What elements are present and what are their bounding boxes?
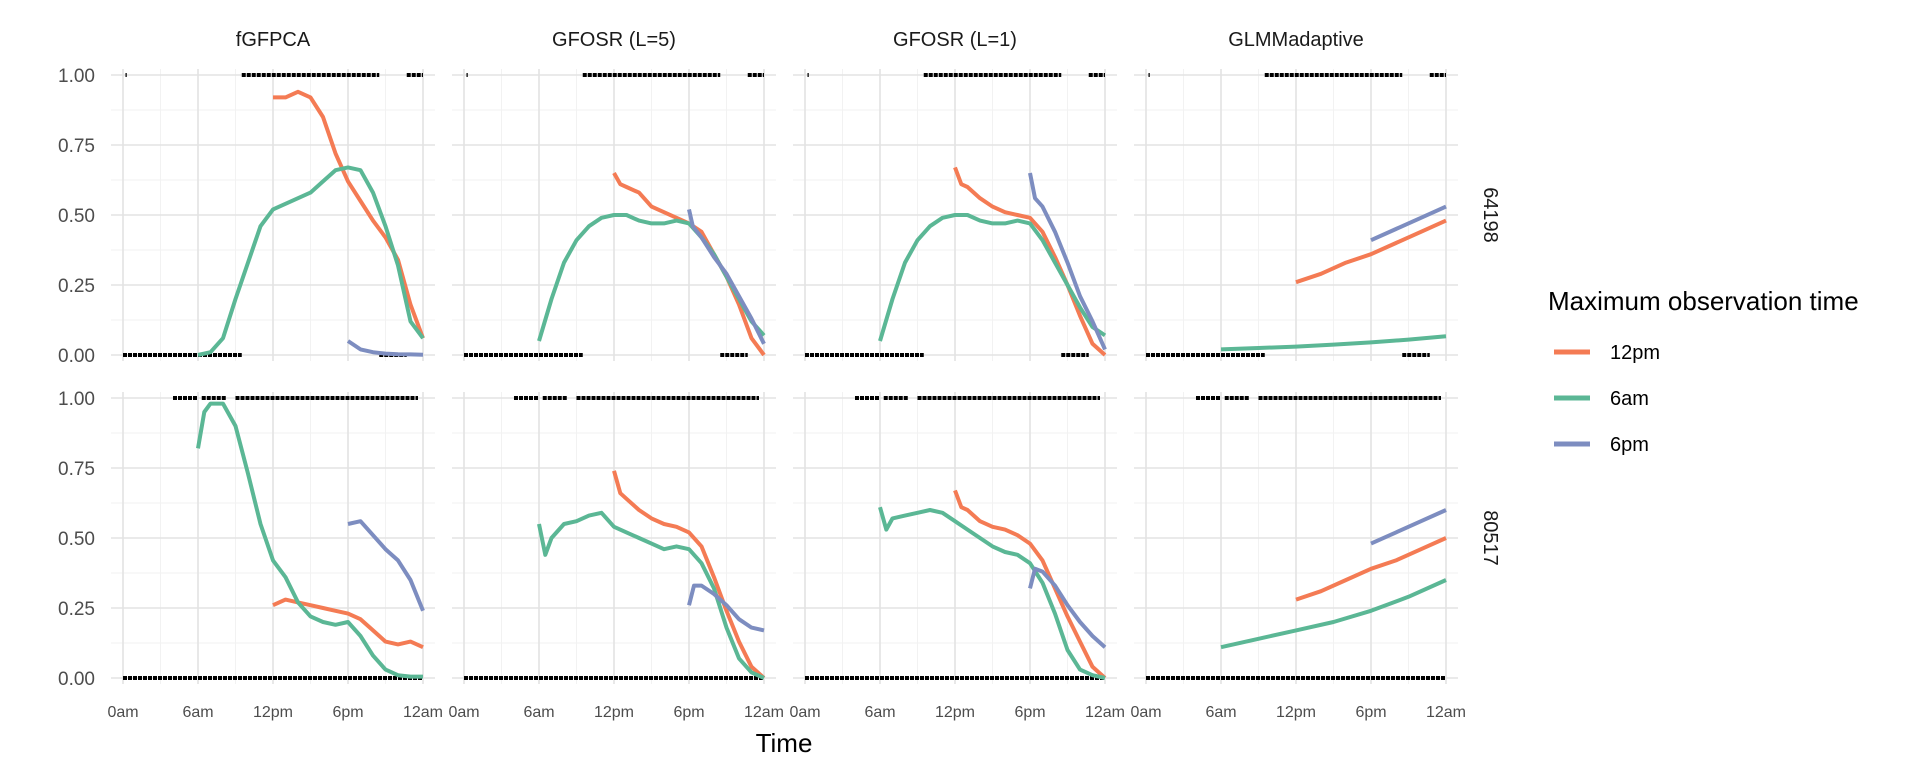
x-tick-label: 12pm bbox=[253, 704, 293, 721]
facet-column-label: GFOSR (L=5) bbox=[552, 29, 676, 51]
facet-row-label: 64198 bbox=[1479, 187, 1501, 243]
y-tick-label: 0.50 bbox=[58, 206, 95, 227]
series-line-12pm bbox=[612, 470, 766, 680]
series-line-6pm bbox=[1028, 172, 1107, 351]
series-line-6am bbox=[878, 213, 1107, 342]
legend-title: Maximum observation time bbox=[1548, 286, 1859, 316]
x-tick-label: 6pm bbox=[1355, 704, 1386, 721]
legend: Maximum observation time 12pm 6am 6pm bbox=[1548, 286, 1859, 456]
series-line-6am bbox=[197, 165, 425, 357]
panel-80517-1: 0am 6am 12pm 6pm 12am bbox=[448, 392, 784, 721]
x-tick-label: 12am bbox=[1085, 704, 1125, 721]
series-line-6pm bbox=[1370, 508, 1447, 546]
series-line-6am bbox=[878, 506, 1106, 680]
x-tick-label: 12pm bbox=[1276, 704, 1316, 721]
series-line-12pm bbox=[953, 489, 1107, 680]
y-tick-label: 0.25 bbox=[58, 276, 95, 297]
facet-column-label: fGFPCA bbox=[236, 29, 311, 51]
y-tick-label: 0.25 bbox=[58, 599, 95, 620]
y-tick-label: 1.00 bbox=[58, 66, 95, 87]
panel-64198-1: GFOSR (L=5) bbox=[452, 29, 776, 361]
x-tick-label: 12pm bbox=[935, 704, 975, 721]
series-line-6am bbox=[1220, 334, 1447, 352]
x-tick-label: 12pm bbox=[594, 704, 634, 721]
x-tick-label: 6pm bbox=[1014, 704, 1045, 721]
panel-80517-2: 0am 6am 12pm 6pm 12am bbox=[789, 392, 1125, 721]
legend-label-6pm: 6pm bbox=[1610, 434, 1649, 456]
series-line-6am bbox=[196, 401, 423, 679]
panels-layer: 0.00 0.25 0.50 0.75 1.00 fGFPCA GFOSR (L=5) GFO… bbox=[58, 29, 1501, 721]
facet-column-label: GFOSR (L=1) bbox=[893, 29, 1017, 51]
series-line-6pm bbox=[687, 583, 765, 633]
x-tick-label: 6pm bbox=[673, 704, 704, 721]
series-line-6pm bbox=[1028, 566, 1107, 649]
panel-64198-2: GFOSR (L=1) bbox=[793, 29, 1117, 361]
legend-label-6am: 6am bbox=[1610, 388, 1649, 410]
x-tick-label: 6pm bbox=[332, 704, 363, 721]
y-tick-label: 0.00 bbox=[58, 669, 95, 690]
x-tick-label: 12am bbox=[403, 704, 443, 721]
series-line-6pm bbox=[1370, 204, 1447, 243]
series-line-6am bbox=[537, 510, 765, 680]
y-tick-label: 0.50 bbox=[58, 529, 95, 550]
y-tick-label: 0.75 bbox=[58, 136, 95, 157]
facet-column-label: GLMMadaptive bbox=[1228, 29, 1364, 51]
legend-label-12pm: 12pm bbox=[1610, 342, 1660, 364]
series-line-12pm bbox=[1295, 218, 1447, 285]
series-line-6pm bbox=[347, 519, 425, 612]
x-axis-title: Time bbox=[756, 728, 813, 758]
y-tick-label: 0.00 bbox=[58, 346, 95, 367]
x-tick-label: 6am bbox=[523, 704, 554, 721]
x-tick-label: 0am bbox=[1130, 704, 1161, 721]
x-tick-label: 6am bbox=[864, 704, 895, 721]
series-line-6am bbox=[1220, 578, 1447, 650]
panel-80517-0: 0.00 0.25 0.50 0.75 1.00 0am 6am 12pm 6pm 12am bbox=[58, 389, 443, 721]
facet-row-label: 80517 bbox=[1479, 510, 1501, 566]
series-line-6pm bbox=[346, 339, 424, 357]
y-tick-label: 0.75 bbox=[58, 459, 95, 480]
panel-64198-3: GLMMadaptive 64198 bbox=[1134, 29, 1501, 361]
x-tick-label: 0am bbox=[448, 704, 479, 721]
x-tick-label: 6am bbox=[1205, 704, 1236, 721]
x-tick-label: 12am bbox=[744, 704, 784, 721]
x-tick-label: 6am bbox=[182, 704, 213, 721]
series-line-12pm bbox=[953, 166, 1107, 357]
series-line-12pm bbox=[1295, 536, 1447, 602]
y-tick-label: 1.00 bbox=[58, 389, 95, 410]
x-tick-label: 12am bbox=[1426, 704, 1466, 721]
panel-80517-3: 0am 6am 12pm 6pm 12am 80517 bbox=[1130, 392, 1501, 721]
x-tick-label: 0am bbox=[107, 704, 138, 721]
series-line-6pm bbox=[687, 208, 766, 345]
x-tick-label: 0am bbox=[789, 704, 820, 721]
panel-64198-0: 0.00 0.25 0.50 0.75 1.00 fGFPCA bbox=[58, 29, 435, 367]
